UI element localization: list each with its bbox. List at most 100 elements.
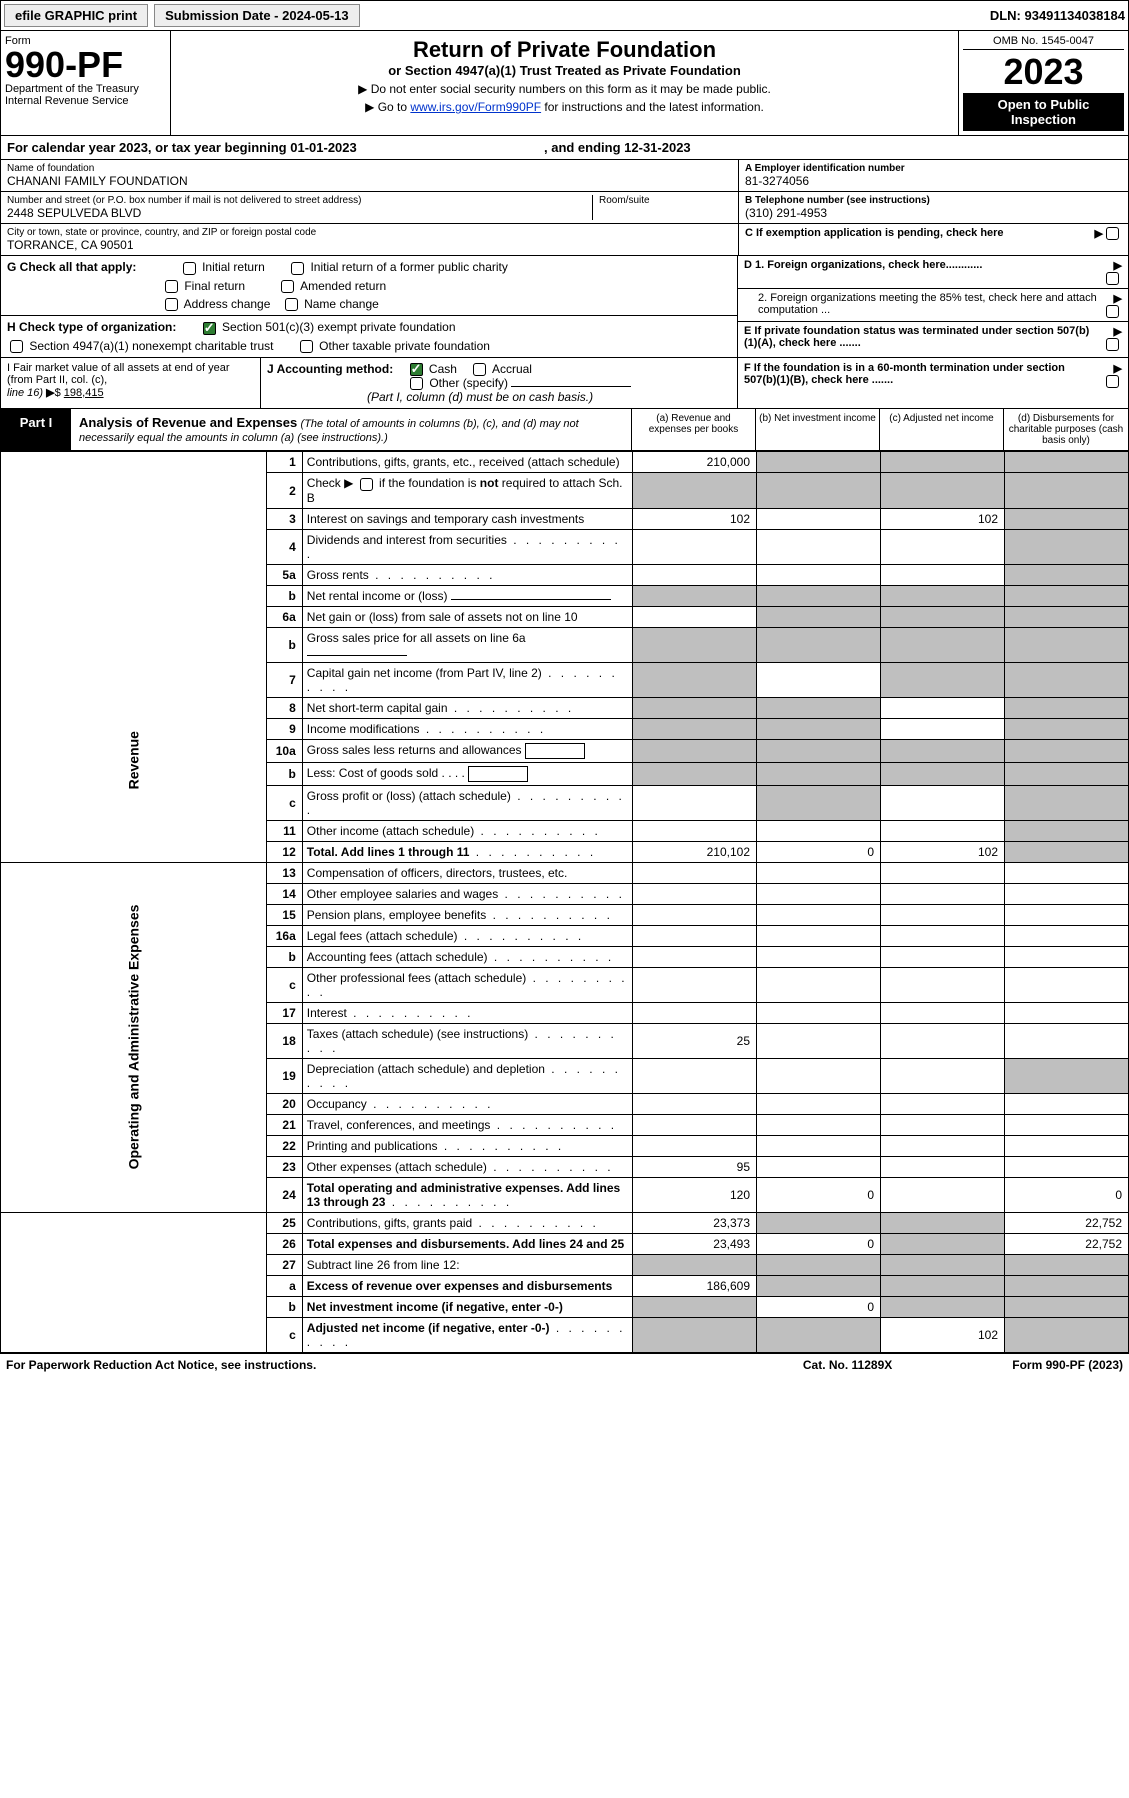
calendar-year-row: For calendar year 2023, or tax year begi… [0,136,1129,160]
check-e[interactable] [1106,338,1119,351]
cal-c: , and ending [544,140,624,155]
row-12: Total. Add lines 1 through 11 [307,845,470,859]
section-j: J Accounting method: Cash Accrual Other … [261,358,738,409]
g-o2: Initial return of a former public charit… [310,260,507,274]
c-txt: C If exemption application is pending, c… [745,227,1004,239]
row-17: Interest [302,1002,632,1023]
j-o3: Other (specify) [429,376,508,390]
h-o3: Other taxable private foundation [319,339,490,353]
ein-cell: A Employer identification number 81-3274… [739,160,1128,192]
check-4947[interactable] [10,340,23,353]
cal-a: For calendar year 2023, or tax year begi… [7,140,290,155]
c-cell: C If exemption application is pending, c… [739,224,1128,243]
tel-val: (310) 291-4953 [745,206,1122,220]
row-20: Occupancy [302,1093,632,1114]
g-o6: Name change [304,297,379,311]
check-schb[interactable] [360,478,373,491]
e-row: E If private foundation status was termi… [738,322,1128,354]
footer-a: For Paperwork Reduction Act Notice, see … [6,1358,803,1372]
check-d1[interactable] [1106,272,1119,285]
check-name-change[interactable] [285,298,298,311]
r12a: 210,102 [633,841,757,862]
dept: Department of the Treasury [5,83,166,95]
check-address[interactable] [165,298,178,311]
check-other-tax[interactable] [300,340,313,353]
h-label: H Check type of organization: [7,320,176,334]
footer-b: Cat. No. 11289X [803,1358,892,1372]
section-g: G Check all that apply: Initial return I… [1,256,738,357]
arrow-icon: ▶ [1095,227,1103,240]
form-number: 990-PF [5,47,166,83]
row-15: Pension plans, employee benefits [302,904,632,925]
check-initial[interactable] [183,262,196,275]
h-o2: Section 4947(a)(1) nonexempt charitable … [29,339,273,353]
efile-button[interactable]: efile GRAPHIC print [4,4,148,27]
section-i: I Fair market value of all assets at end… [1,358,261,409]
row-18: Taxes (attach schedule) (see instruction… [302,1023,632,1058]
col-c-hdr: (c) Adjusted net income [880,409,1004,450]
check-initial-former[interactable] [291,262,304,275]
row-23: Other expenses (attach schedule) [302,1156,632,1177]
form-title: Return of Private Foundation [177,37,952,63]
page-footer: For Paperwork Reduction Act Notice, see … [0,1353,1129,1376]
name-lbl: Name of foundation [7,163,732,174]
r23a: 95 [633,1156,757,1177]
name-cell: Name of foundation CHANANI FAMILY FOUNDA… [1,160,738,192]
cal-b: 01-01-2023 [290,140,357,155]
check-f[interactable] [1106,375,1119,388]
dln: DLN: 93491134038184 [990,8,1125,23]
check-d2[interactable] [1106,305,1119,318]
info-row: Name of foundation CHANANI FAMILY FOUNDA… [0,160,1129,256]
addr-cell: Number and street (or P.O. box number if… [1,192,738,224]
row-9: Income modifications [302,718,632,739]
r12c: 102 [881,841,1005,862]
row-10a: Gross sales less returns and allowances [307,743,522,757]
street: 2448 SEPULVEDA BLVD [7,206,592,220]
j-o2: Accrual [492,362,532,376]
e-txt: E If private foundation status was termi… [744,325,1089,349]
row-27a: Excess of revenue over expenses and disb… [307,1279,612,1293]
city-lbl: City or town, state or province, country… [7,227,732,238]
row-14: Other employee salaries and wages [302,883,632,904]
row-24: Total operating and administrative expen… [307,1181,620,1209]
side-revenue: Revenue [125,525,141,790]
sub-label: Submission Date - [165,8,282,23]
check-accrual[interactable] [473,363,486,376]
r12b: 0 [757,841,881,862]
irs-link[interactable]: www.irs.gov/Form990PF [410,100,541,114]
irs: Internal Revenue Service [5,95,166,107]
submission-date-button[interactable]: Submission Date - 2024-05-13 [154,4,360,27]
city-val: TORRANCE, CA 90501 [7,238,732,252]
checkbox-c[interactable] [1106,227,1119,240]
omb: OMB No. 1545-0047 [963,35,1124,50]
r3a: 102 [633,508,757,529]
row-27: Subtract line 26 from line 12: [302,1254,632,1275]
d2-txt: 2. Foreign organizations meeting the 85%… [744,292,1098,318]
inst2a: ▶ Go to [365,100,410,114]
check-cash[interactable] [410,363,423,376]
check-final[interactable] [165,280,178,293]
row-16b: Accounting fees (attach schedule) [302,946,632,967]
r25a: 23,373 [633,1212,757,1233]
check-501c3[interactable] [203,322,216,335]
section-g-d: G Check all that apply: Initial return I… [0,256,1129,358]
row-16a: Legal fees (attach schedule) [302,925,632,946]
section-d-e: D 1. Foreign organizations, check here..… [738,256,1128,357]
r25d: 22,752 [1005,1212,1129,1233]
section-ijf: I Fair market value of all assets at end… [0,358,1129,410]
g-o1: Initial return [202,260,265,274]
inst2: ▶ Go to www.irs.gov/Form990PF for instru… [177,100,952,114]
form-subtitle: or Section 4947(a)(1) Trust Treated as P… [177,63,952,78]
row-10c: Gross profit or (loss) (attach schedule) [302,785,632,820]
row-2: Check ▶ [307,476,357,490]
section-f: F If the foundation is in a 60-month ter… [738,358,1128,409]
fmv-val: 198,415 [64,387,104,399]
check-amended[interactable] [281,280,294,293]
check-other-acct[interactable] [410,377,423,390]
info-right: A Employer identification number 81-3274… [738,160,1128,255]
r24d: 0 [1005,1177,1129,1212]
row-5b: Net rental income or (loss) [307,589,448,603]
cal-d: 12-31-2023 [624,140,691,155]
g-o4: Amended return [300,279,386,293]
row-6b: Gross sales price for all assets on line… [307,631,526,645]
